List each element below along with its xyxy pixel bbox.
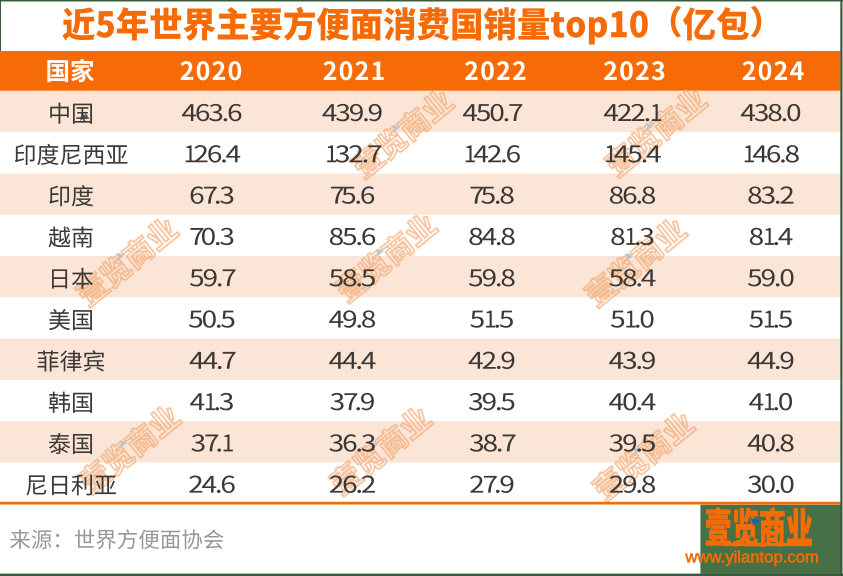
svg-text:www.yilantop.com: www.yilantop.com — [684, 549, 819, 567]
